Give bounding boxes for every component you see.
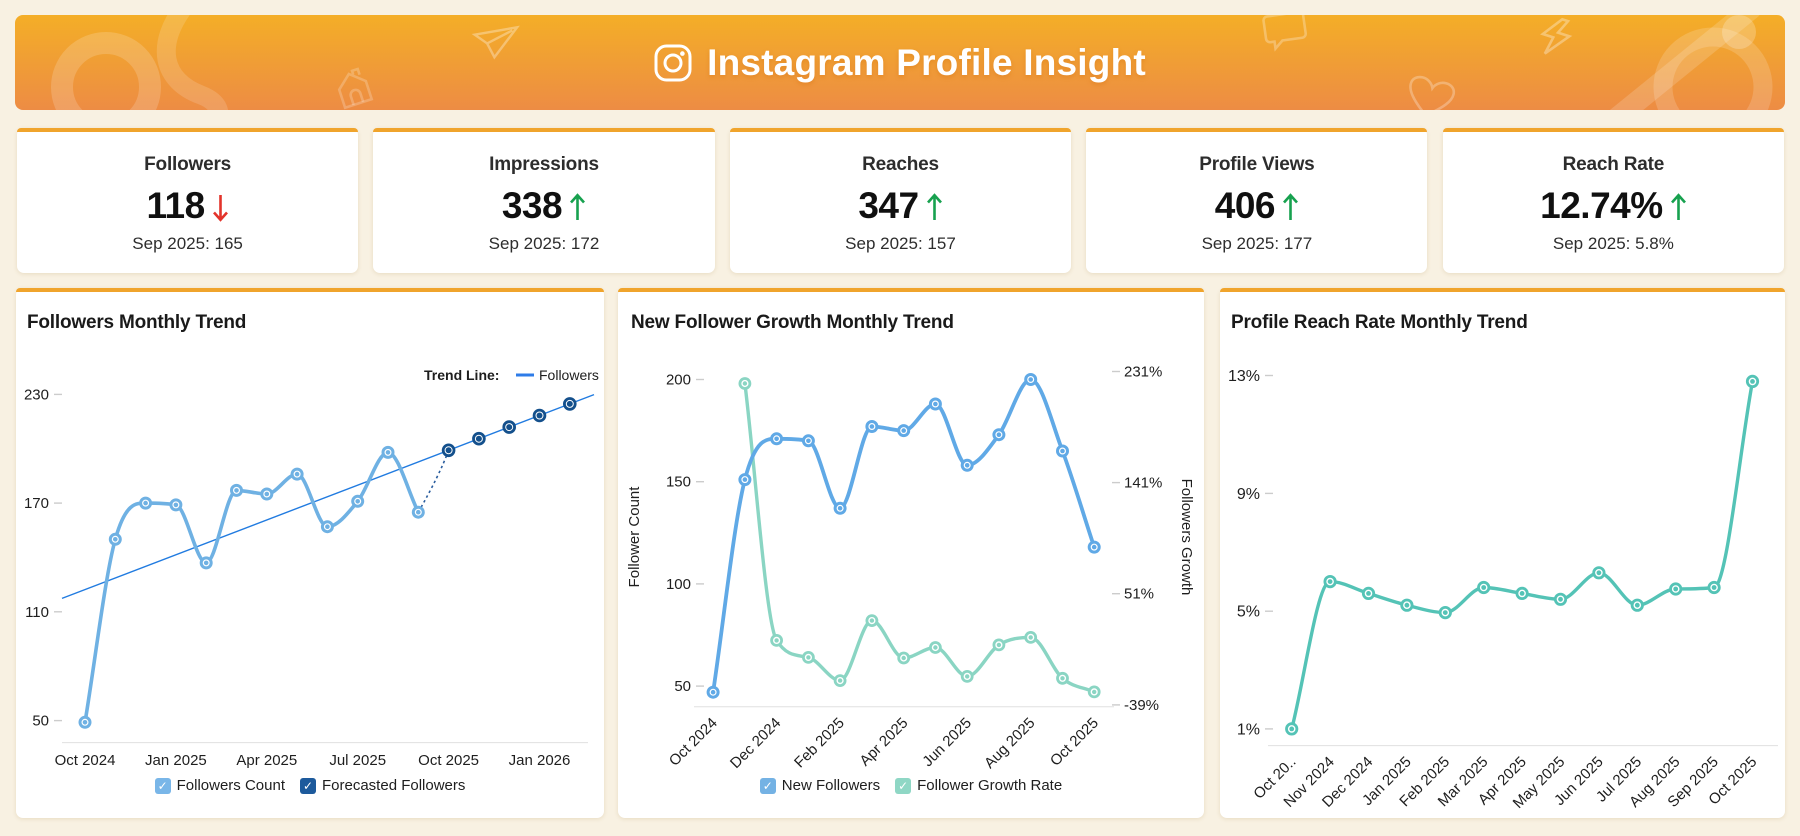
svg-text:Dec 2024: Dec 2024	[727, 715, 784, 772]
svg-text:Followers Growth: Followers Growth	[1178, 479, 1195, 596]
svg-text:1%: 1%	[1237, 721, 1260, 738]
svg-text:Oct 2024: Oct 2024	[666, 715, 721, 770]
svg-text:Oct 2025: Oct 2025	[1047, 715, 1102, 770]
svg-text:51%: 51%	[1124, 586, 1154, 603]
svg-text:200: 200	[666, 372, 691, 389]
svg-text:13%: 13%	[1228, 368, 1260, 385]
svg-text:Jun 2025: Jun 2025	[919, 715, 975, 771]
svg-text:231%: 231%	[1124, 364, 1162, 381]
svg-text:Followers: Followers	[539, 367, 599, 383]
svg-text:9%: 9%	[1237, 486, 1260, 503]
svg-text:Jul 2025: Jul 2025	[329, 752, 386, 769]
svg-text:Apr 2025: Apr 2025	[236, 752, 297, 769]
svg-text:50: 50	[32, 713, 49, 730]
svg-text:Trend Line:: Trend Line:	[424, 367, 499, 383]
svg-text:230: 230	[24, 386, 49, 403]
svg-text:170: 170	[24, 495, 49, 512]
svg-text:50: 50	[674, 678, 691, 695]
svg-text:Aug 2025: Aug 2025	[981, 715, 1038, 772]
svg-text:Follower Count: Follower Count	[626, 486, 643, 588]
svg-text:Jan 2025: Jan 2025	[145, 752, 207, 769]
svg-text:150: 150	[666, 474, 691, 491]
svg-text:Jan 2026: Jan 2026	[509, 752, 571, 769]
svg-text:Oct 2025: Oct 2025	[418, 752, 479, 769]
svg-text:100: 100	[666, 576, 691, 593]
svg-text:110: 110	[25, 604, 49, 621]
svg-text:Oct 2024: Oct 2024	[55, 752, 116, 769]
svg-text:141%: 141%	[1124, 475, 1162, 492]
svg-text:Apr 2025: Apr 2025	[856, 715, 911, 770]
svg-text:5%: 5%	[1237, 604, 1260, 621]
svg-text:-39%: -39%	[1124, 697, 1159, 714]
svg-text:Feb 2025: Feb 2025	[791, 715, 848, 772]
